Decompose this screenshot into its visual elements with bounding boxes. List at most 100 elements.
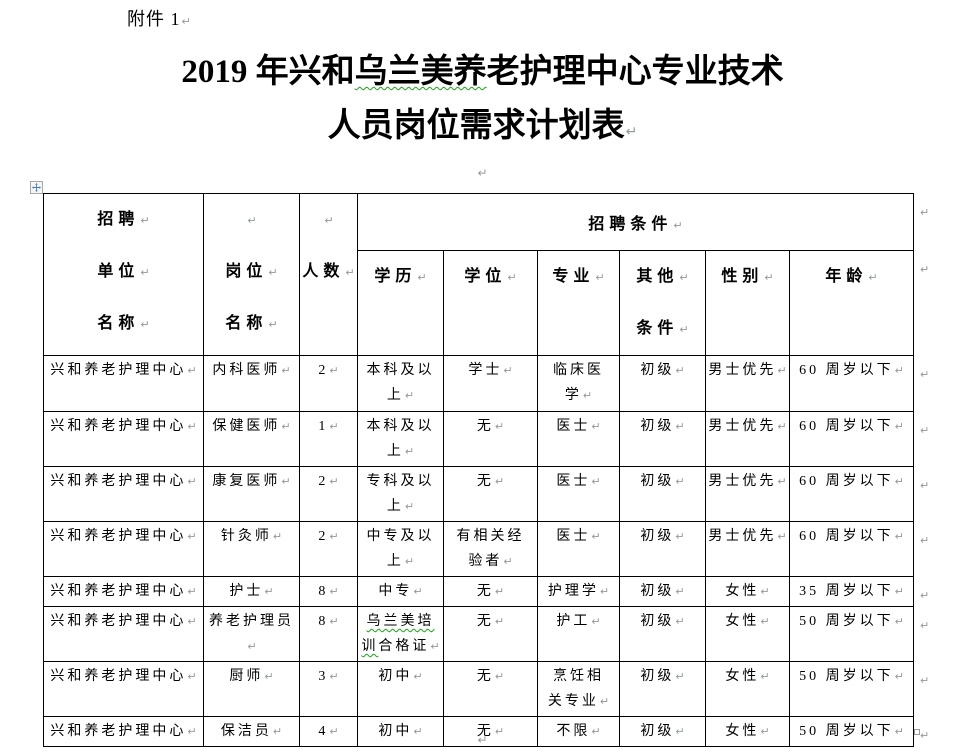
table-cell[interactable]: 女性↵	[705, 606, 790, 662]
table-cell[interactable]: 8↵	[299, 576, 358, 607]
cell-text: 初级	[640, 724, 675, 739]
table-cell[interactable]: 50 周岁以下↵	[788, 661, 915, 717]
table-cell[interactable]: 2↵	[299, 521, 358, 577]
header-cell-conditions-group[interactable]: 招聘条件↵	[356, 193, 915, 251]
table-cell[interactable]: 35 周岁以下↵	[788, 576, 915, 607]
table-cell[interactable]: 50 周岁以下↵	[788, 606, 915, 662]
table-cell[interactable]: 无↵	[443, 576, 538, 607]
table-cell[interactable]: 初级↵	[619, 355, 706, 412]
table-move-handle[interactable]	[30, 181, 43, 194]
table-cell[interactable]: 男士优先↵	[705, 355, 790, 412]
table-cell[interactable]: 本科及以 上↵	[357, 411, 444, 467]
table-cell[interactable]: 初级↵	[619, 716, 706, 747]
table-cell[interactable]: 中专↵	[357, 576, 444, 607]
header-cell-education[interactable]: 学历↵	[357, 250, 444, 356]
table-cell[interactable]: 初级↵	[619, 576, 706, 607]
table-cell[interactable]: 初中↵	[357, 661, 444, 717]
table-cell[interactable]: 初级↵	[619, 606, 706, 662]
table-cell[interactable]: 初级↵	[619, 411, 706, 467]
table-resize-handle[interactable]	[914, 729, 920, 735]
table-cell[interactable]: 不限↵	[537, 716, 620, 747]
table-cell[interactable]: 男士优先↵	[705, 411, 790, 467]
table-cell[interactable]: 女性↵	[705, 661, 790, 717]
table-cell[interactable]: 兴和养老护理中心↵	[43, 606, 204, 662]
table-cell[interactable]: 厨师↵	[203, 661, 300, 717]
paragraph-mark-icon: ↵	[675, 615, 685, 628]
table-cell[interactable]: 护士↵	[203, 576, 300, 607]
table-cell[interactable]: 医士↵	[537, 411, 620, 467]
table-cell[interactable]: 保洁员↵	[203, 716, 300, 747]
table-cell[interactable]: 男士优先↵	[705, 521, 790, 577]
table-cell[interactable]: 学士↵	[443, 355, 538, 412]
table-cell[interactable]: 兴和养老护理中心↵	[43, 355, 204, 412]
table-cell[interactable]: 无↵	[443, 466, 538, 522]
table-cell[interactable]: 无↵	[443, 606, 538, 662]
table-cell[interactable]: 初级↵	[619, 521, 706, 577]
table-cell[interactable]: 烹饪相 关专业↵	[537, 661, 620, 717]
table-cell[interactable]: 60 周岁以下↵	[788, 466, 915, 522]
document-title[interactable]: 2019 年兴和乌兰美养老护理中心专业技术 人员岗位需求计划表↵	[0, 45, 965, 159]
cell-text: 男士优先	[708, 363, 777, 378]
table-cell[interactable]: 临床医 学↵	[537, 355, 620, 412]
table-cell[interactable]: 针灸师↵	[203, 521, 300, 577]
table-cell[interactable]: 4↵	[299, 716, 358, 747]
paragraph-mark-icon: ↵	[417, 271, 427, 284]
table-cell[interactable]: 8↵	[299, 606, 358, 662]
table-cell[interactable]: 2↵	[299, 466, 358, 522]
header-cell-gender[interactable]: 性别↵	[705, 250, 790, 356]
cell-text: 兴和养老护理中心	[50, 614, 187, 629]
table-cell[interactable]: 兴和养老护理中心↵	[43, 716, 204, 747]
table-cell[interactable]: 护理学↵	[537, 576, 620, 607]
table-cell[interactable]: 兴和养老护理中心↵	[43, 521, 204, 577]
header-cell-headcount[interactable]: ↵ 人数↵	[299, 193, 358, 356]
paragraph-mark-icon: ↵	[247, 214, 257, 227]
table-cell[interactable]: 初级↵	[619, 466, 706, 522]
header-cell-major[interactable]: 专业↵	[537, 250, 620, 356]
table-cell[interactable]: 初级↵	[619, 661, 706, 717]
attachment-paragraph[interactable]: 附件 1↵	[127, 5, 191, 31]
paragraph-mark-icon: ↵	[187, 420, 197, 433]
table-cell[interactable]: 兴和养老护理中心↵	[43, 576, 204, 607]
table-cell[interactable]: 医士↵	[537, 466, 620, 522]
table-cell[interactable]: 中专及以 上↵	[357, 521, 444, 577]
table-cell[interactable]: 60 周岁以下↵	[788, 355, 915, 412]
table-cell[interactable]: 60 周岁以下↵	[788, 521, 915, 577]
paragraph-mark-icon: ↵	[329, 364, 339, 377]
table-cell[interactable]: 本科及以 上↵	[357, 355, 444, 412]
paragraph-mark-icon: ↵	[675, 725, 685, 738]
table-cell[interactable]: 女性↵	[705, 716, 790, 747]
table-cell[interactable]: 男士优先↵	[705, 466, 790, 522]
table-cell[interactable]: 康复医师↵	[203, 466, 300, 522]
recruitment-plan-table: 招聘↵ 单位↵ 名称↵ ↵ 岗位↵ 名称↵ ↵ 人数↵ 招聘条件↵	[43, 193, 915, 747]
table-cell[interactable]: 医士↵	[537, 521, 620, 577]
table-cell[interactable]: 护工↵	[537, 606, 620, 662]
table-cell[interactable]: 女性↵	[705, 576, 790, 607]
table-cell[interactable]: 兴和养老护理中心↵	[43, 411, 204, 467]
table-cell[interactable]: 内科医师↵	[203, 355, 300, 412]
table-cell[interactable]: 无↵	[443, 716, 538, 747]
cell-text: 厨师	[229, 669, 264, 684]
table-row: 兴和养老护理中心↵ 内科医师↵ 2↵ 本科及以 上↵ 学士↵ 临床医 学↵ 初级↵ 男士优先↵…	[43, 355, 915, 412]
table-cell[interactable]: 1↵	[299, 411, 358, 467]
table-cell[interactable]: 无↵	[443, 661, 538, 717]
table-cell[interactable]: 兴和养老护理中心↵	[43, 661, 204, 717]
table-cell[interactable]: 3↵	[299, 661, 358, 717]
table-cell[interactable]: 保健医师↵	[203, 411, 300, 467]
table-cell[interactable]: 初中↵	[357, 716, 444, 747]
header-cell-recruit-unit[interactable]: 招聘↵ 单位↵ 名称↵	[43, 193, 204, 356]
header-cell-degree[interactable]: 学位↵	[443, 250, 538, 356]
header-cell-other-conditions[interactable]: 其他↵ 条件↵	[619, 250, 706, 356]
table-cell[interactable]: 无↵	[443, 411, 538, 467]
table-cell[interactable]: 50 周岁以下↵	[788, 716, 915, 747]
table-cell[interactable]: 有相关经 验者↵	[443, 521, 538, 577]
table-cell[interactable]: 专科及以 上↵	[357, 466, 444, 522]
paragraph-mark-icon: ↵	[268, 266, 278, 279]
header-cell-position[interactable]: ↵ 岗位↵ 名称↵	[203, 193, 300, 356]
table-cell[interactable]: 乌兰美培 训合格证↵	[357, 606, 444, 662]
table-cell[interactable]: 2↵	[299, 355, 358, 412]
table-cell[interactable]: 兴和养老护理中心↵	[43, 466, 204, 522]
table-cell[interactable]: 60 周岁以下↵	[788, 411, 915, 467]
table-cell[interactable]: 养老护理员 ↵	[203, 606, 300, 662]
paragraph-mark-icon: ↵	[591, 615, 601, 628]
header-cell-age[interactable]: 年龄↵	[788, 250, 915, 356]
